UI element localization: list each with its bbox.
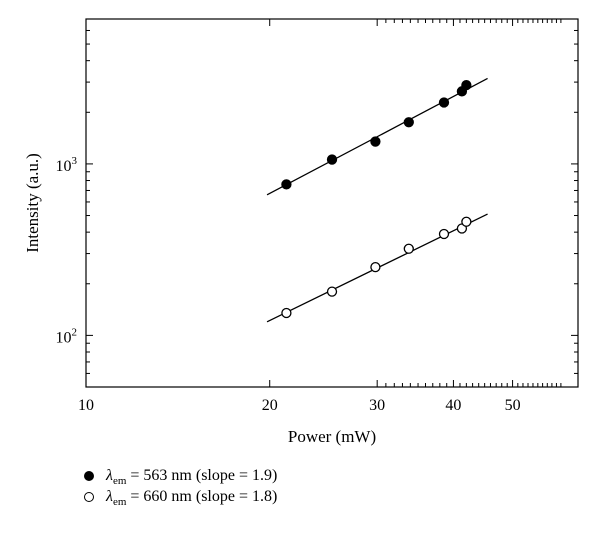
x-tick-label-50: 50 — [505, 397, 521, 414]
legend-text: = 563 nm (slope = 1.9) — [126, 467, 278, 484]
open-data-point — [438, 228, 450, 240]
fit-lines — [266, 77, 488, 323]
open-data-point — [281, 307, 292, 319]
filled-data-point — [438, 97, 450, 108]
x-axis-title: Power (mW) — [288, 427, 376, 446]
filled-circle-icon — [84, 471, 94, 481]
x-tick-label-40: 40 — [445, 397, 461, 414]
open-circle-icon — [84, 492, 94, 502]
data-points — [281, 79, 472, 319]
filled-data-point — [326, 154, 338, 165]
axis-ticks — [85, 18, 578, 388]
x-tick-label-30: 30 — [369, 397, 385, 414]
x-tick-label-20: 20 — [262, 397, 278, 414]
fit-line-series-1 — [266, 77, 488, 196]
open-data-point — [370, 261, 381, 273]
filled-data-point — [403, 117, 414, 128]
legend-item-563nm: λem = 563 nm (slope = 1.9) — [84, 466, 277, 487]
y-tick-labels: 102 103 — [56, 155, 78, 346]
filled-data-point — [461, 79, 472, 91]
lambda-symbol: λ — [106, 467, 113, 484]
lambda-subscript: em — [112, 496, 127, 509]
x-tick-label-10: 10 — [78, 397, 94, 414]
filled-data-point — [281, 179, 292, 190]
legend-text: = 660 nm (slope = 1.8) — [126, 488, 278, 505]
open-data-point — [326, 286, 338, 297]
filled-data-point — [370, 136, 381, 147]
open-data-point — [403, 243, 414, 254]
legend-item-660nm: λem = 660 nm (slope = 1.8) — [84, 487, 277, 508]
x-tick-labels: 10 20 30 40 50 — [78, 397, 521, 414]
lambda-subscript: em — [112, 475, 127, 488]
y-tick-label-1000: 103 — [56, 155, 78, 175]
open-data-point — [461, 216, 472, 227]
legend: λem = 563 nm (slope = 1.9) λem = 660 nm … — [84, 466, 277, 508]
y-axis-title: Intensity (a.u.) — [23, 153, 42, 253]
y-tick-label-100: 102 — [56, 326, 78, 346]
plot-frame — [85, 18, 579, 388]
lambda-symbol: λ — [106, 488, 113, 505]
